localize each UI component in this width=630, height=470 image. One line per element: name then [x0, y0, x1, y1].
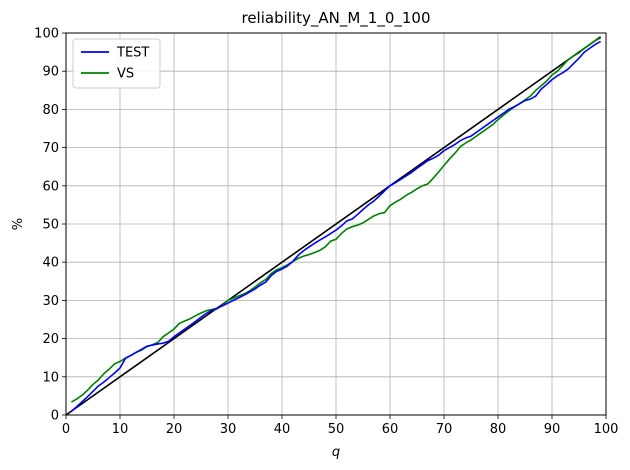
x-axis-label: q — [332, 445, 340, 460]
series-line-test — [70, 40, 601, 412]
chart-title: reliability_AN_M_1_0_100 — [241, 9, 430, 28]
y-tick-label: 10 — [42, 370, 59, 385]
x-tick-label: 100 — [594, 422, 619, 437]
y-tick-label: 90 — [42, 65, 59, 80]
x-tick-label: 10 — [112, 422, 129, 437]
y-tick-label: 20 — [42, 332, 59, 347]
y-tick-label: 0 — [51, 409, 59, 424]
series-layer — [65, 36, 602, 416]
y-tick-label: 50 — [42, 218, 59, 233]
legend-label-vs: VS — [117, 67, 134, 82]
x-tick-label: 70 — [436, 422, 453, 437]
diagonal-reference-line — [65, 36, 602, 416]
x-tick-label: 80 — [490, 422, 507, 437]
y-tick-label: 100 — [34, 27, 59, 42]
y-tick-label: 70 — [42, 141, 59, 156]
x-axis-ticks: 0 10 20 30 40 50 60 70 80 90 100 — [62, 415, 619, 437]
y-tick-label: 60 — [42, 179, 59, 194]
y-tick-label: 40 — [42, 256, 59, 271]
x-tick-label: 90 — [544, 422, 561, 437]
y-axis-label: % — [11, 218, 26, 230]
legend-label-test: TEST — [116, 46, 149, 61]
x-tick-label: 30 — [220, 422, 237, 437]
x-tick-label: 0 — [62, 422, 70, 437]
x-tick-label: 50 — [328, 422, 345, 437]
x-tick-label: 20 — [166, 422, 183, 437]
y-tick-label: 80 — [42, 103, 59, 118]
x-tick-label: 60 — [382, 422, 399, 437]
x-tick-label: 40 — [274, 422, 291, 437]
y-axis-ticks: 0 10 20 30 40 50 60 70 80 90 100 — [34, 27, 66, 424]
y-tick-label: 30 — [42, 294, 59, 309]
legend: TEST VS — [72, 38, 161, 89]
